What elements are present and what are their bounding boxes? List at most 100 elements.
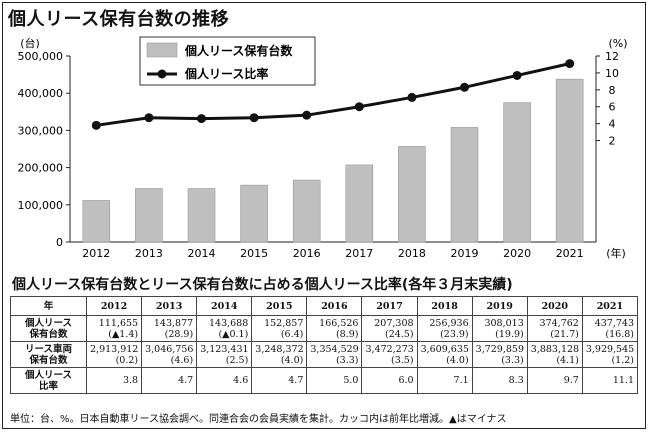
- ratio-point: [302, 110, 312, 120]
- y-left-tick-label: 400,000: [18, 87, 64, 100]
- y-right-tick-label: 2: [609, 135, 616, 148]
- table-cell: 308,013 (19.9): [471, 315, 528, 342]
- x-tick-label: 2014: [188, 247, 216, 260]
- y-left-tick-label: 200,000: [18, 162, 64, 175]
- bar: [292, 179, 321, 243]
- y-right-tick-label: 4: [609, 118, 616, 131]
- table-cell: 11.1: [581, 367, 639, 394]
- y-right-tick-label: 6: [609, 101, 616, 114]
- table-cell: 9.7: [526, 367, 583, 394]
- ratio-point: [144, 113, 154, 123]
- table-cell: 3,929,545 (1.2): [581, 341, 639, 368]
- table-cell: 374,762 (21.7): [526, 315, 583, 342]
- table-cell: 207,308 (24.5): [361, 315, 418, 342]
- bar: [398, 146, 426, 243]
- x-tick-label: 2021: [556, 247, 584, 260]
- legend-bar-swatch: [146, 42, 178, 58]
- chart-title: 個人リース保有台数の推移: [8, 9, 230, 30]
- column-header: 2020: [526, 296, 583, 316]
- table-cell: 4.6: [196, 367, 253, 394]
- bar: [82, 200, 111, 243]
- bar: [135, 188, 163, 243]
- table-cell: 3,046,756 (4.6): [141, 341, 198, 368]
- table-cell: 152,857 (6.4): [251, 315, 308, 342]
- y-left-unit: (台): [20, 36, 40, 50]
- table-row: 個人リース 比率 3.8 4.7 4.6 4.7 5.0 6.0 7.1 8.3 9.7 11.1: [10, 367, 639, 394]
- column-header: 2021: [581, 296, 639, 316]
- y-left-tick-label: 300,000: [18, 124, 64, 137]
- ratio-point: [249, 113, 259, 123]
- table-cell: 3,248,372 (4.0): [251, 341, 308, 368]
- y-left-tick-label: 500,000: [18, 50, 64, 63]
- y-right-unit: (%): [608, 37, 627, 50]
- table-cell: 143,688 (▲0.1): [196, 315, 253, 342]
- table-cell: 4.7: [251, 367, 308, 394]
- table-cell: 437,743 (16.8): [581, 315, 639, 342]
- x-tick-label: 2020: [503, 247, 531, 260]
- table-cell: 256,936 (23.9): [416, 315, 473, 342]
- column-header: 2016: [306, 296, 363, 316]
- table-cell: 7.1: [416, 367, 473, 394]
- column-header: 2019: [471, 296, 528, 316]
- ratio-point: [460, 82, 469, 92]
- column-header: 年: [10, 296, 87, 316]
- table-cell: 8.3: [471, 367, 528, 394]
- bar: [345, 164, 374, 243]
- y-right-tick-label: 12: [605, 50, 619, 63]
- table-cell: 3,729,859 (3.3): [471, 341, 528, 368]
- x-tick-label: 2013: [135, 247, 163, 260]
- legend-line-label: 個人リース比率: [184, 66, 268, 81]
- table-cell: 6.0: [361, 367, 418, 394]
- column-header: 2013: [141, 296, 198, 316]
- column-header: 2018: [416, 296, 473, 316]
- y-left-tick-label: 100,000: [18, 199, 64, 212]
- column-header: 2015: [251, 296, 308, 316]
- legend-bar-label: 個人リース保有台数: [184, 43, 293, 58]
- row-label: 個人リース 保有台数: [10, 315, 87, 342]
- x-tick-label: 2015: [240, 247, 268, 260]
- table-cell: 143,877 (28.9): [141, 315, 198, 342]
- column-header: 2012: [85, 296, 143, 316]
- bar: [450, 127, 479, 243]
- ratio-point: [512, 70, 522, 80]
- table-row: リース車両 保有台数 2,913,912 (0.2) 3,046,756 (4.6) 3,1…: [10, 341, 639, 368]
- table-header-row: 年 2012 2013 2014 2015 2016 2017 2018 2019 2020 202…: [10, 296, 639, 316]
- ratio-point: [91, 120, 101, 130]
- column-header: 2017: [361, 296, 418, 316]
- x-tick-label: 2018: [398, 247, 426, 260]
- bar: [555, 78, 584, 243]
- ratio-point: [407, 92, 417, 102]
- x-tick-label: 2016: [293, 247, 321, 260]
- ratio-point: [197, 114, 206, 124]
- x-tick-label: 2019: [451, 247, 479, 260]
- row-label: 個人リース 比率: [10, 367, 87, 394]
- table-cell: 111,655 (▲1.4): [85, 315, 143, 342]
- table-cell: 3,472,273 (3.5): [361, 341, 418, 368]
- legend-box: [139, 36, 316, 86]
- ratio-point: [354, 102, 364, 112]
- ratio-point: [565, 59, 575, 69]
- legend-line-marker: [157, 69, 167, 79]
- bar: [240, 184, 268, 243]
- x-tick-label: 2012: [82, 247, 110, 260]
- y-left-tick-label: 0: [56, 236, 63, 249]
- bar: [187, 188, 216, 243]
- table-cell: 3,609,635 (4.0): [416, 341, 473, 368]
- table-cell: 2,913,912 (0.2): [85, 341, 143, 368]
- ratio-line: [96, 62, 571, 127]
- table-cell: 3.8: [85, 367, 143, 394]
- x-unit: (年): [606, 246, 626, 260]
- x-tick-label: 2017: [345, 247, 373, 260]
- y-right-tick-label: 10: [605, 67, 619, 80]
- table-cell: 3,354,529 (3.3): [306, 341, 363, 368]
- table-cell: 5.0: [306, 367, 363, 394]
- row-label: リース車両 保有台数: [10, 341, 87, 368]
- table-row: 個人リース 保有台数 111,655 (▲1.4) 143,877 (28.9) 143,6…: [10, 315, 639, 342]
- data-table: 年 2012 2013 2014 2015 2016 2017 2018 2019 2020 202…: [10, 296, 639, 394]
- combo-chart: 0 100,000 200,000 300,000 400,000 500,000(台) 2…: [18, 36, 628, 260]
- column-header: 2014: [196, 296, 253, 316]
- table-cell: 3,883,128 (4.1): [526, 341, 583, 368]
- table-cell: 4.7: [141, 367, 198, 394]
- footnote: 単位：台、%。日本自動車リース協会調べ。同連合会の会員実績を集計。カッコ内は前年…: [10, 414, 507, 425]
- figure-frame: [2, 2, 646, 429]
